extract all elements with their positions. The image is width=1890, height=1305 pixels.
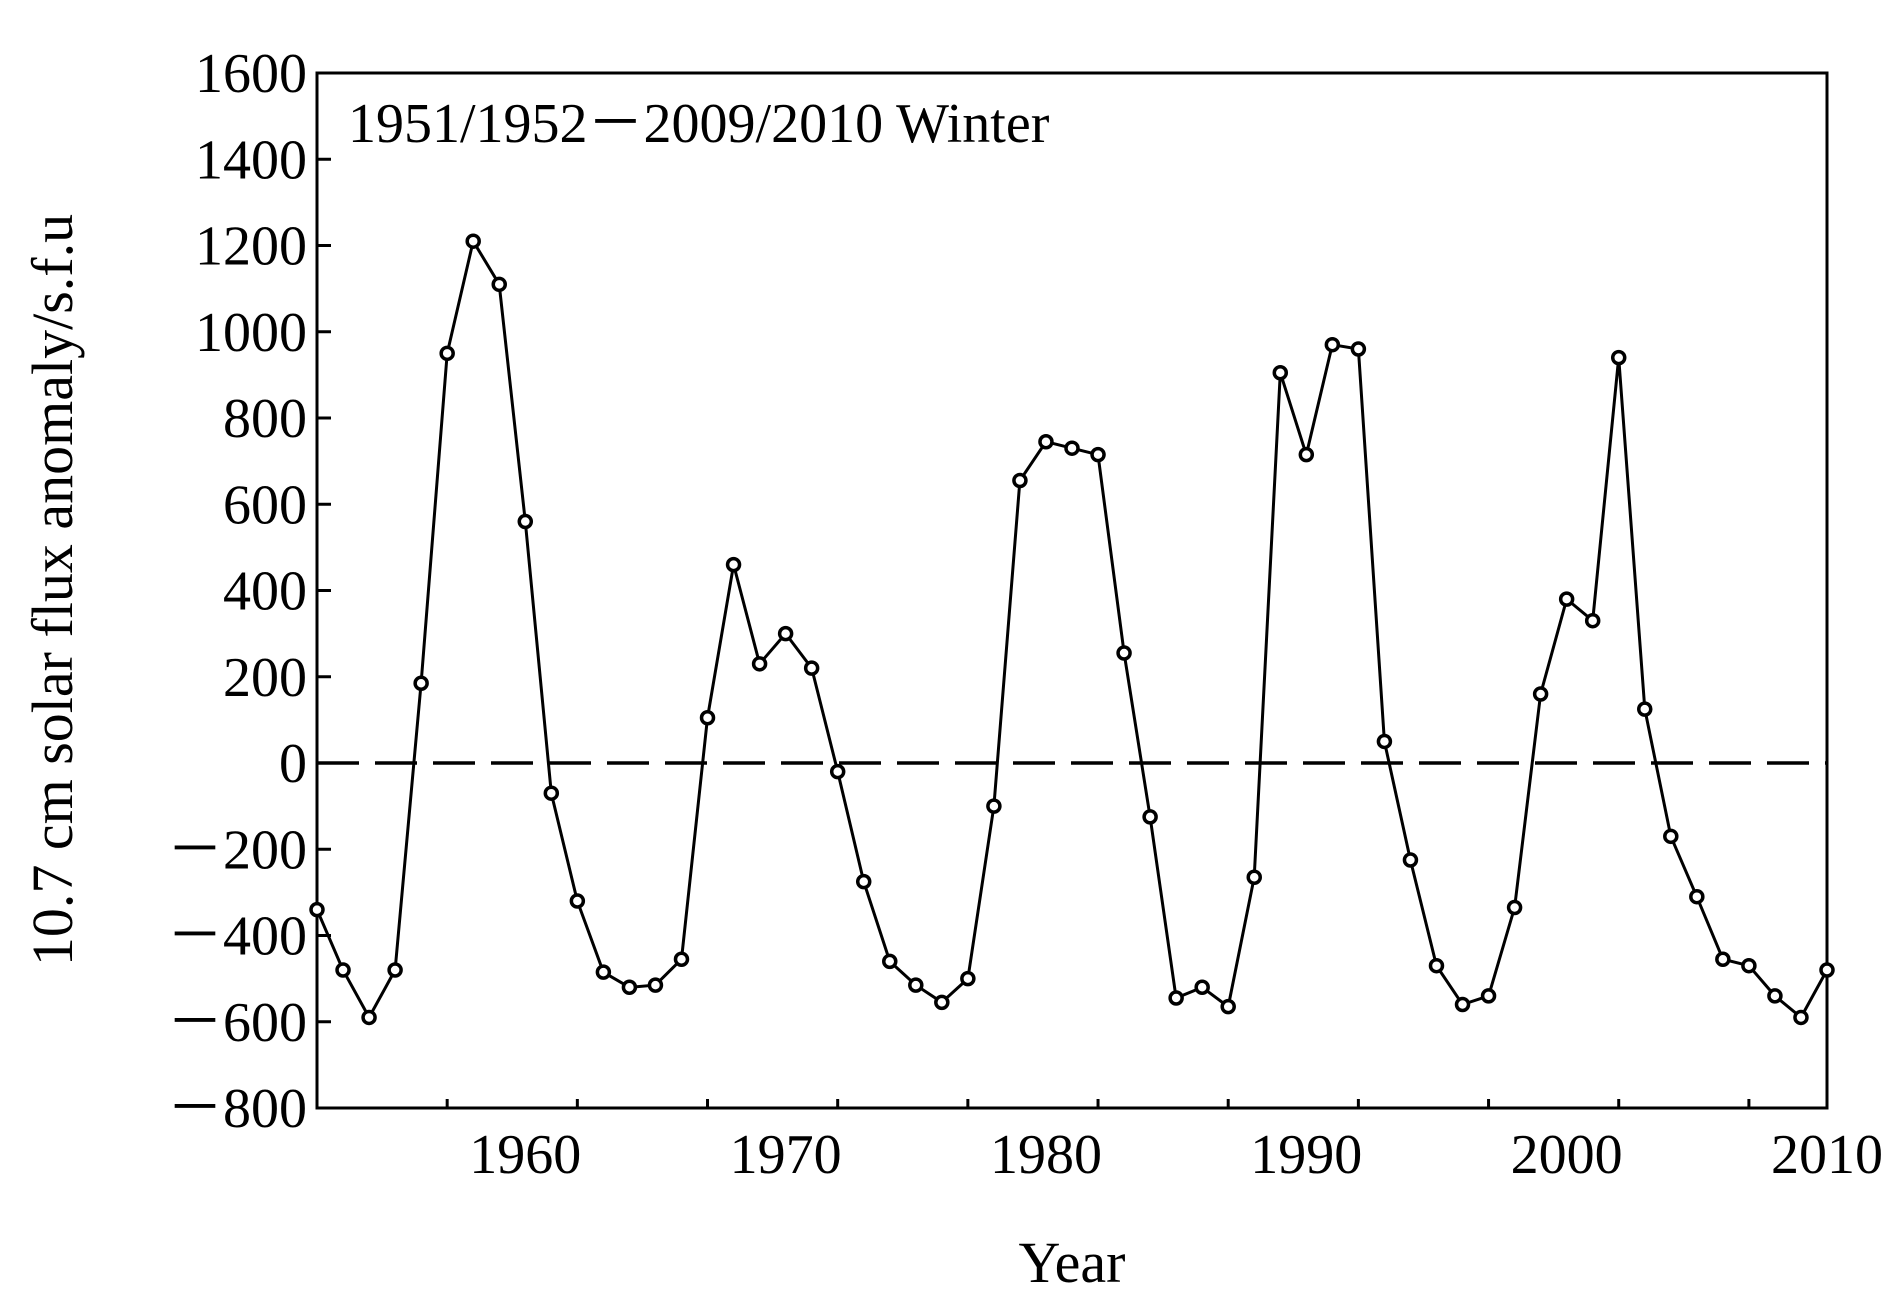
data-point (519, 516, 531, 528)
y-tick-label: －600 (167, 992, 307, 1054)
data-point (1717, 953, 1729, 965)
data-point (1535, 688, 1547, 700)
y-tick-label: 1600 (195, 43, 307, 105)
y-tick-label: 800 (223, 388, 307, 450)
data-point (1795, 1011, 1807, 1023)
data-point (1118, 647, 1130, 659)
y-tick-label: 0 (279, 733, 307, 795)
data-point (1222, 1001, 1234, 1013)
y-axis-label: 10.7 cm solar flux anomaly/s.f.u (20, 214, 85, 966)
data-point (1691, 891, 1703, 903)
data-point (806, 662, 818, 674)
x-tick-label: 1970 (730, 1124, 842, 1186)
data-point (545, 787, 557, 799)
data-point (754, 658, 766, 670)
data-point (988, 800, 1000, 812)
data-point (1561, 593, 1573, 605)
data-point (1457, 999, 1469, 1011)
data-point (1430, 960, 1442, 972)
x-tick-label: 1980 (990, 1124, 1102, 1186)
data-point (1587, 615, 1599, 627)
data-point (1378, 735, 1390, 747)
data-point (363, 1011, 375, 1023)
data-point (1300, 449, 1312, 461)
x-tick-label: 2000 (1511, 1124, 1623, 1186)
data-point (1483, 990, 1495, 1002)
x-axis: 1960 1970 1980 1990 2000 2010 (317, 1099, 1883, 1186)
data-point (1509, 901, 1521, 913)
data-point (1066, 442, 1078, 454)
data-point (1743, 960, 1755, 972)
data-point (1144, 811, 1156, 823)
data-point (858, 876, 870, 888)
data-point (1170, 992, 1182, 1004)
data-point (1404, 854, 1416, 866)
data-point (1665, 830, 1677, 842)
data-point (936, 996, 948, 1008)
data-point (675, 953, 687, 965)
x-tick-label: 1990 (1250, 1124, 1362, 1186)
y-axis: 1600 1400 1200 1000 800 600 400 200 0 －200 －400 －60… (167, 43, 331, 1140)
data-point (728, 559, 740, 571)
data-point (1821, 964, 1833, 976)
data-point (337, 964, 349, 976)
data-point (1769, 990, 1781, 1002)
data-point (441, 347, 453, 359)
y-tick-label: 200 (223, 647, 307, 709)
y-tick-label: 1400 (195, 129, 307, 191)
data-point (311, 904, 323, 916)
data-point (623, 981, 635, 993)
x-tick-label: 2010 (1771, 1124, 1883, 1186)
y-tick-label: －200 (167, 819, 307, 881)
series-line (317, 241, 1827, 1017)
y-tick-label: 600 (223, 474, 307, 536)
y-tick-label: 1000 (195, 302, 307, 364)
y-tick-label: －800 (167, 1078, 307, 1140)
data-point (1352, 343, 1364, 355)
data-point (962, 973, 974, 985)
data-point (884, 955, 896, 967)
x-axis-label: Year (1019, 1230, 1126, 1295)
data-point (1040, 436, 1052, 448)
data-point (389, 964, 401, 976)
data-point (1092, 449, 1104, 461)
data-point (467, 235, 479, 247)
data-point (1274, 367, 1286, 379)
x-tick-label: 1960 (469, 1124, 581, 1186)
data-points (311, 235, 1833, 1023)
data-point (1613, 352, 1625, 364)
data-point (832, 766, 844, 778)
data-point (597, 966, 609, 978)
data-point (1014, 475, 1026, 487)
data-point (493, 278, 505, 290)
y-tick-label: 400 (223, 561, 307, 623)
data-point (415, 677, 427, 689)
data-point (1326, 339, 1338, 351)
data-point (910, 979, 922, 991)
data-point (702, 712, 714, 724)
chart-annotation: 1951/1952－2009/2010 Winter (348, 93, 1050, 155)
y-tick-label: －400 (167, 906, 307, 968)
data-point (571, 895, 583, 907)
y-tick-label: 1200 (195, 216, 307, 278)
data-point (649, 979, 661, 991)
data-point (1248, 871, 1260, 883)
plot-frame (317, 73, 1827, 1108)
data-point (1639, 703, 1651, 715)
data-point (1196, 981, 1208, 993)
data-point (780, 628, 792, 640)
